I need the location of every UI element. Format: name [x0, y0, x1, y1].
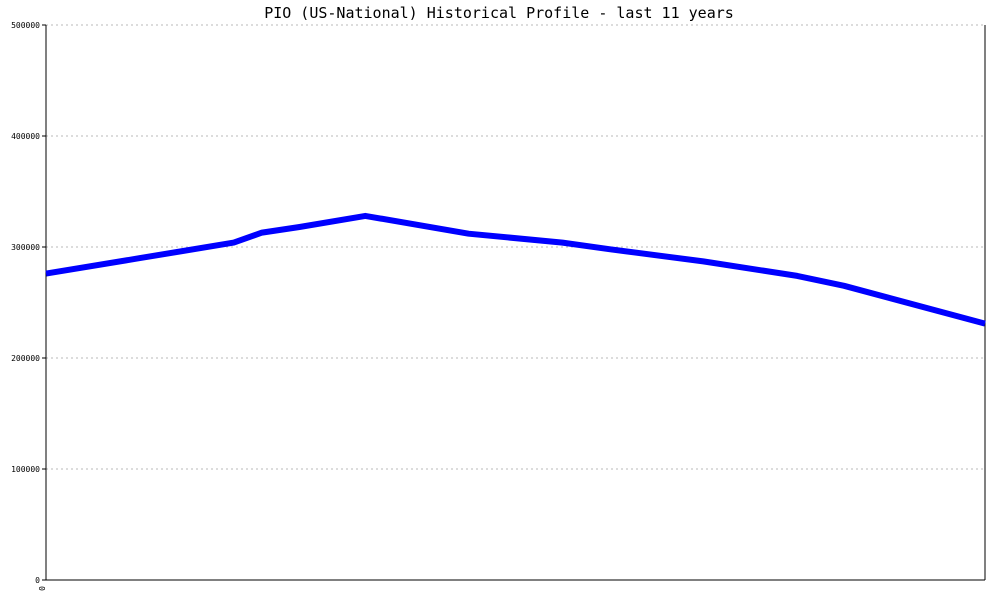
x-tick-label: 0 — [38, 586, 47, 591]
series — [45, 212, 986, 327]
chart-title: PIO (US-National) Historical Profile - l… — [264, 4, 734, 22]
y-tick-label: 300000 — [11, 243, 40, 252]
y-tick-label: 0 — [35, 576, 40, 585]
y-tick-labels: 0 100000 200000 300000 400000 500000 — [11, 21, 46, 585]
series-line-0 — [45, 212, 986, 327]
axes — [45, 25, 986, 581]
y-tick-label: 400000 — [11, 132, 40, 141]
y-tick-label: 500000 — [11, 21, 40, 30]
x-tick-labels: 0 — [38, 586, 47, 591]
y-tick-label: 100000 — [11, 465, 40, 474]
grid-lines — [46, 24, 985, 470]
y-tick-label: 200000 — [11, 354, 40, 363]
